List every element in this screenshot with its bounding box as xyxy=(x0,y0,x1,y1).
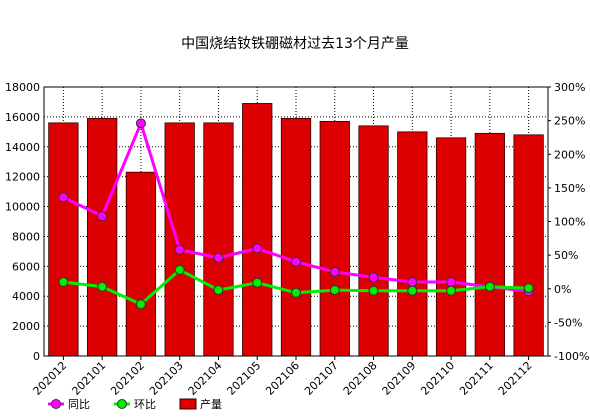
y-tick-label: 6000 xyxy=(12,260,40,273)
bar xyxy=(125,171,157,357)
legend-marker xyxy=(117,399,127,409)
y-tick-label: 4000 xyxy=(12,290,40,303)
bar xyxy=(48,122,79,357)
point xyxy=(291,256,301,267)
point xyxy=(446,285,457,296)
x-tick-label: 202110 xyxy=(418,359,457,398)
legend-label: 环比 xyxy=(134,398,156,411)
legend-label: 产量 xyxy=(200,397,222,411)
bar xyxy=(358,125,389,357)
point xyxy=(252,243,263,254)
point xyxy=(407,277,418,288)
point xyxy=(58,277,69,288)
y-tick-label: 18000 xyxy=(5,81,40,94)
bar xyxy=(87,117,118,357)
bar xyxy=(164,122,195,357)
y2-tick-label: 300% xyxy=(554,81,585,94)
bar xyxy=(280,117,312,357)
bar xyxy=(397,131,428,357)
bar xyxy=(435,137,467,357)
y2-tick-label: 200% xyxy=(554,148,585,161)
bar xyxy=(319,120,350,357)
y-tick-label: 2000 xyxy=(12,320,40,333)
point xyxy=(252,277,263,288)
y2-tick-label: 0% xyxy=(554,283,571,296)
point xyxy=(446,277,457,288)
point xyxy=(368,285,379,296)
y2-tick-label: 50% xyxy=(554,249,578,262)
point xyxy=(484,281,495,292)
x-tick-label: 202101 xyxy=(69,359,108,398)
point xyxy=(135,299,146,310)
point xyxy=(407,285,418,296)
bar xyxy=(203,122,234,357)
x-tick-label: 202012 xyxy=(31,359,70,398)
point xyxy=(329,266,340,277)
legend-label: 同比 xyxy=(68,398,90,411)
y-tick-label: 16000 xyxy=(5,111,40,124)
y-tick-label: 14000 xyxy=(5,141,40,154)
legend-swatch xyxy=(179,398,197,410)
y-tick-label: 10000 xyxy=(5,201,40,214)
y2-tick-label: -50% xyxy=(554,316,582,329)
bar xyxy=(474,132,505,357)
point xyxy=(174,264,185,275)
y-tick-label: 0 xyxy=(33,350,40,363)
y2-tick-label: -100% xyxy=(554,350,589,363)
point xyxy=(213,285,224,296)
x-tick-label: 202108 xyxy=(341,359,380,398)
y2-tick-label: 100% xyxy=(554,216,585,229)
x-tick-label: 202111 xyxy=(457,359,496,398)
point xyxy=(291,287,301,298)
y2-tick-label: 250% xyxy=(554,115,585,128)
chart-title: 中国烧结钕铁硼磁材过去13个月产量 xyxy=(181,36,409,52)
bar xyxy=(513,134,544,357)
point xyxy=(97,211,108,222)
bar xyxy=(242,103,273,357)
x-tick-label: 202104 xyxy=(186,359,225,398)
point xyxy=(135,118,146,129)
point xyxy=(523,283,534,294)
point xyxy=(97,281,108,292)
y-tick-label: 8000 xyxy=(12,230,40,243)
point xyxy=(329,285,340,296)
x-tick-label: 202109 xyxy=(380,359,419,398)
x-tick-label: 202106 xyxy=(263,359,302,398)
y2-tick-label: 150% xyxy=(554,182,585,195)
x-tick-label: 202103 xyxy=(147,359,186,398)
x-tick-label: 202105 xyxy=(224,359,263,398)
point xyxy=(213,252,224,263)
x-tick-label: 202107 xyxy=(302,359,341,398)
point xyxy=(58,192,69,203)
y-tick-label: 12000 xyxy=(5,171,40,184)
point xyxy=(174,244,185,255)
x-tick-label: 202112 xyxy=(496,359,535,398)
point xyxy=(368,272,379,283)
legend-marker xyxy=(51,399,61,409)
x-tick-label: 202102 xyxy=(108,359,147,398)
